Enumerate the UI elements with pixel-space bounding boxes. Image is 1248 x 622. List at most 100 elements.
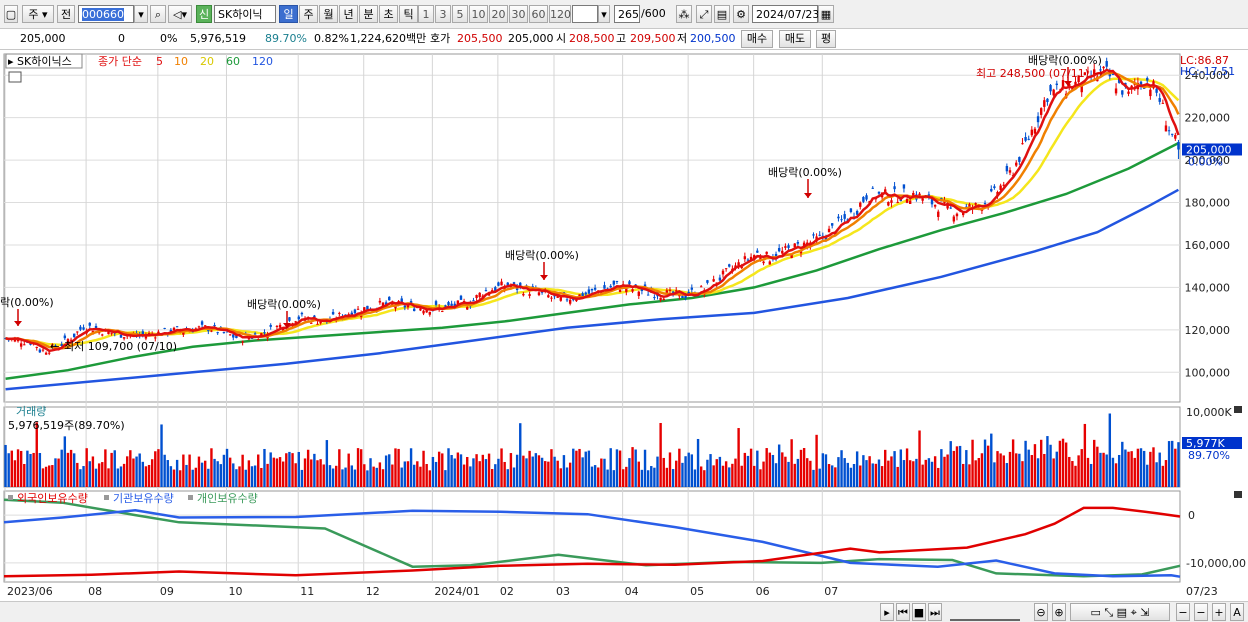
candle-body bbox=[890, 200, 893, 203]
sell-button[interactable]: 매도 bbox=[779, 30, 811, 48]
timeframe-3[interactable]: 년 bbox=[339, 5, 358, 23]
volume-bar bbox=[344, 467, 347, 487]
timeframe-0[interactable]: 일 bbox=[279, 5, 298, 23]
tool-icon[interactable]: ⤢ bbox=[696, 5, 712, 23]
candle-body bbox=[587, 289, 591, 294]
volume-bar bbox=[319, 459, 322, 487]
candle-body bbox=[453, 303, 456, 307]
candle-body bbox=[253, 333, 257, 335]
volume-bar bbox=[119, 466, 123, 487]
volume-bar bbox=[32, 452, 35, 487]
candle-body bbox=[802, 242, 806, 248]
indicator-icon[interactable]: ⁂ bbox=[676, 5, 692, 23]
candle-body bbox=[281, 328, 285, 331]
code-dropdown-icon[interactable]: ▾ bbox=[134, 5, 148, 23]
candle-body bbox=[147, 333, 151, 335]
volume-bar bbox=[38, 453, 42, 487]
volume-bar bbox=[877, 459, 881, 487]
volume-bar bbox=[57, 458, 60, 487]
volume-bar bbox=[281, 461, 285, 487]
tick-number-3[interactable]: 3 bbox=[435, 5, 451, 23]
timeframe-2[interactable]: 월 bbox=[319, 5, 338, 23]
layout-icon[interactable]: ▢ bbox=[4, 5, 18, 23]
volume-current-label: 5,977K bbox=[1186, 437, 1225, 450]
calendar-icon[interactable]: ▦ bbox=[818, 5, 834, 23]
volume-bar bbox=[66, 452, 70, 487]
volume-bar bbox=[990, 433, 993, 487]
tick-number-60[interactable]: 60 bbox=[529, 5, 548, 23]
forward-icon[interactable]: ⏭ bbox=[928, 603, 942, 621]
candle-body bbox=[618, 289, 622, 292]
minus-small-icon[interactable]: − bbox=[1194, 603, 1208, 621]
stock-code-input[interactable]: 000660 bbox=[78, 5, 134, 23]
candle-body bbox=[1015, 162, 1018, 166]
date-input[interactable]: 2024/07/23 bbox=[752, 5, 819, 23]
price-chart[interactable]: 100,000 120,000 140,000 160,000 180,000 200,0… bbox=[0, 50, 1248, 601]
tool-strip[interactable]: ▭ ⤡ ▤ ⌖ ⇲ bbox=[1070, 603, 1170, 621]
volume-bar bbox=[144, 466, 148, 487]
tick-number-5[interactable]: 5 bbox=[452, 5, 468, 23]
timeframe-1[interactable]: 주 bbox=[299, 5, 318, 23]
tick-number-20[interactable]: 20 bbox=[489, 5, 508, 23]
volume-bar bbox=[428, 470, 431, 487]
zoom-out-icon[interactable]: ⊖ bbox=[1034, 603, 1048, 621]
holdings-panel-frame bbox=[3, 490, 1181, 583]
prev-button[interactable]: 전 bbox=[57, 5, 75, 23]
save-icon[interactable]: ▤ bbox=[714, 5, 730, 23]
tick-number-10[interactable]: 10 bbox=[469, 5, 488, 23]
volume-bar bbox=[584, 451, 587, 487]
scroll-right-icon[interactable]: ▸ bbox=[880, 603, 894, 621]
volume-bar bbox=[422, 450, 425, 487]
candle-body bbox=[381, 302, 385, 307]
minus-icon[interactable]: − bbox=[1176, 603, 1190, 621]
chart-area[interactable]: 100,000 120,000 140,000 160,000 180,000 200,0… bbox=[0, 50, 1248, 601]
volume-bar bbox=[294, 463, 297, 487]
candle-body bbox=[512, 282, 516, 284]
zoom-slider[interactable] bbox=[950, 603, 1020, 621]
rewind-icon[interactable]: ⏮ bbox=[896, 603, 910, 621]
eval-button[interactable]: 평 bbox=[816, 30, 836, 48]
timeframe-5[interactable]: 초 bbox=[379, 5, 398, 23]
tick-custom-input[interactable] bbox=[572, 5, 598, 23]
candle-body bbox=[172, 327, 176, 331]
plus-icon[interactable]: + bbox=[1212, 603, 1226, 621]
volume-bar bbox=[150, 459, 154, 487]
volume-bar bbox=[896, 466, 899, 487]
stop-icon[interactable]: ■ bbox=[912, 603, 926, 621]
candle-body bbox=[843, 214, 846, 219]
volume-bar bbox=[937, 467, 940, 487]
period-select[interactable]: 주 ▾ bbox=[22, 5, 54, 23]
candle-body bbox=[793, 243, 796, 248]
tick-dropdown-icon[interactable]: ▾ bbox=[598, 5, 610, 23]
tick-number-1[interactable]: 1 bbox=[418, 5, 434, 23]
volume-bar bbox=[253, 465, 257, 487]
volume-bar bbox=[79, 469, 82, 487]
volume-bar bbox=[940, 449, 943, 487]
tick-number-30[interactable]: 30 bbox=[509, 5, 528, 23]
volume-bar bbox=[278, 457, 282, 487]
text-size-icon[interactable]: A bbox=[1230, 603, 1244, 621]
volume-bar bbox=[1146, 464, 1149, 487]
speaker-icon[interactable]: ◁▾ bbox=[168, 5, 192, 23]
count-input[interactable]: 265 bbox=[614, 5, 640, 23]
x-tick-label: 07 bbox=[824, 585, 838, 598]
candle-body bbox=[1093, 69, 1096, 75]
timeframe-6[interactable]: 틱 bbox=[399, 5, 418, 23]
volume-bar bbox=[241, 454, 244, 487]
volume-bar bbox=[325, 440, 329, 487]
shin-button[interactable]: 신 bbox=[196, 5, 212, 23]
search-icon[interactable]: ⌕ bbox=[150, 5, 166, 23]
volume-bar bbox=[653, 467, 656, 487]
timeframe-4[interactable]: 분 bbox=[359, 5, 378, 23]
gear-icon[interactable]: ⚙ bbox=[733, 5, 749, 23]
candle-body bbox=[1174, 134, 1177, 139]
tick-number-120[interactable]: 120 bbox=[549, 5, 571, 23]
moving-averages bbox=[5, 77, 1180, 391]
volume-bar bbox=[771, 454, 775, 487]
candle-body bbox=[575, 298, 578, 302]
zoom-in-icon[interactable]: ⊕ bbox=[1052, 603, 1066, 621]
candle-body bbox=[737, 262, 740, 267]
volume-bar bbox=[874, 463, 878, 487]
candle-body bbox=[615, 280, 619, 282]
buy-button[interactable]: 매수 bbox=[741, 30, 773, 48]
